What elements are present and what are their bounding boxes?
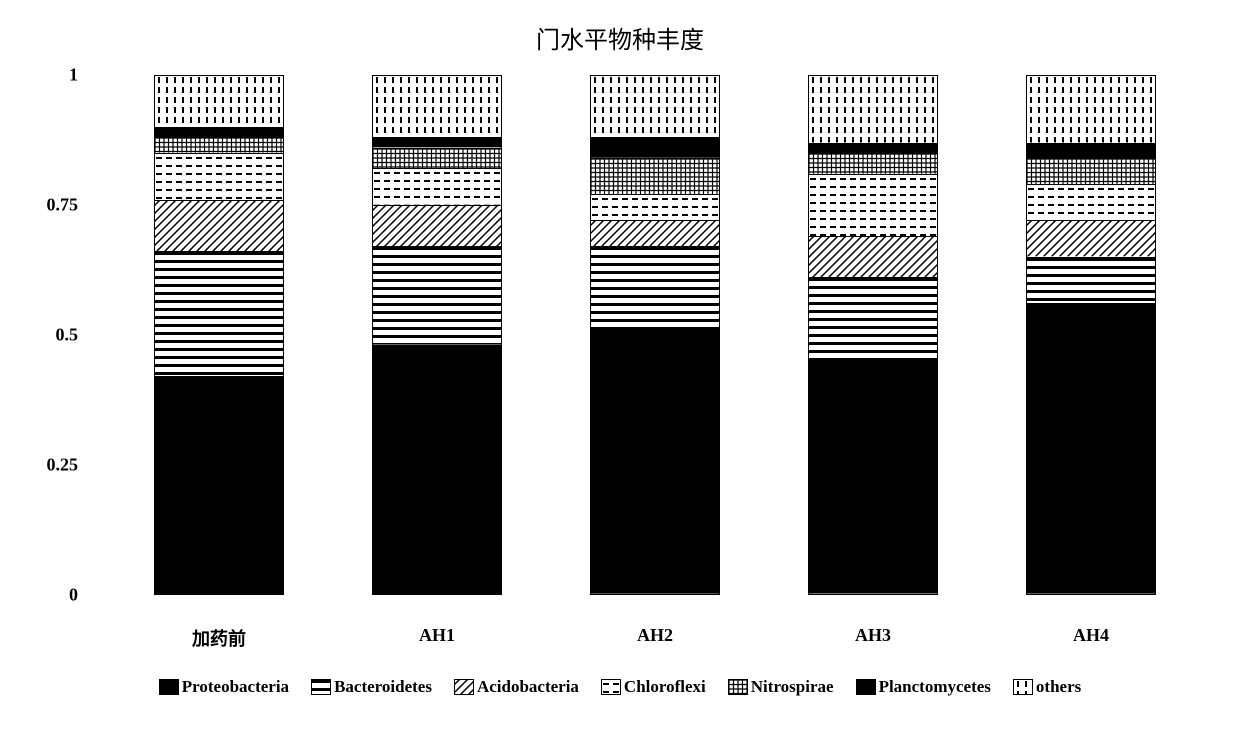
bar-segment-bacteroidetes: [1027, 258, 1155, 305]
legend-label: Bacteroidetes: [334, 677, 432, 697]
legend-swatch: [728, 679, 748, 695]
bar-segment-proteobacteria: [1027, 304, 1155, 595]
bar-segment-others: [155, 76, 283, 128]
bar-segment-bacteroidetes: [809, 278, 937, 361]
y-tick-label: 0.75: [47, 195, 79, 216]
chart-title: 门水平物种丰度: [20, 20, 1220, 55]
bar-segment-others: [373, 76, 501, 138]
legend-item-planctomycetes: Planctomycetes: [856, 677, 991, 697]
bar-segment-proteobacteria: [809, 361, 937, 595]
legend-swatch: [159, 679, 179, 695]
x-tick-label: AH3: [764, 615, 982, 651]
bar-segment-chloroflexi: [373, 169, 501, 205]
bar-segment-proteobacteria: [373, 346, 501, 595]
bar-segment-bacteroidetes: [373, 247, 501, 346]
chart-container: 门水平物种丰度 0 0.25 0.5 0.75 1 加药前AH1AH2AH3AH4 Pr…: [20, 20, 1220, 697]
bar-segment-chloroflexi: [155, 154, 283, 201]
bar-segment-others: [591, 76, 719, 138]
x-tick-label: AH4: [982, 615, 1200, 651]
stacked-bar: [154, 75, 284, 595]
bar-segment-others: [1027, 76, 1155, 143]
bar-segment-chloroflexi: [591, 195, 719, 221]
legend-item-nitrospirae: Nitrospirae: [728, 677, 834, 697]
bar-segment-others: [809, 76, 937, 143]
y-tick-label: 0.25: [47, 455, 79, 476]
legend-swatch: [601, 679, 621, 695]
stacked-bar: [590, 75, 720, 595]
legend-label: Proteobacteria: [182, 677, 289, 697]
bar-segment-nitrospirae: [809, 154, 937, 175]
bar-column: [546, 75, 764, 595]
bar-segment-nitrospirae: [373, 149, 501, 170]
bar-segment-planctomycetes: [809, 144, 937, 154]
x-tick-label: AH2: [546, 615, 764, 651]
bar-column: [764, 75, 982, 595]
y-tick-label: 0: [69, 585, 78, 606]
x-tick-label: 加药前: [110, 615, 328, 651]
legend-item-others: others: [1013, 677, 1081, 697]
legend-item-acidobacteria: Acidobacteria: [454, 677, 579, 697]
bar-segment-proteobacteria: [155, 377, 283, 595]
bar-segment-nitrospirae: [591, 159, 719, 195]
y-tick-label: 0.5: [56, 325, 79, 346]
legend-swatch: [454, 679, 474, 695]
bar-segment-nitrospirae: [1027, 159, 1155, 185]
stacked-bar: [808, 75, 938, 595]
bar-segment-acidobacteria: [373, 206, 501, 248]
legend-swatch: [856, 679, 876, 695]
bar-segment-planctomycetes: [1027, 144, 1155, 160]
bar-segment-acidobacteria: [809, 237, 937, 279]
y-tick-label: 1: [69, 65, 78, 86]
bar-segment-bacteroidetes: [155, 252, 283, 377]
bar-segment-planctomycetes: [155, 128, 283, 138]
legend-swatch: [311, 679, 331, 695]
bar-segment-planctomycetes: [373, 138, 501, 148]
bar-segment-nitrospirae: [155, 138, 283, 154]
legend-label: Planctomycetes: [879, 677, 991, 697]
bar-segment-acidobacteria: [155, 201, 283, 253]
bar-segment-planctomycetes: [591, 138, 719, 159]
legend-item-bacteroidetes: Bacteroidetes: [311, 677, 432, 697]
bars-region: [90, 75, 1220, 595]
plot-area: 00.250.50.751: [20, 75, 1220, 615]
bar-column: [110, 75, 328, 595]
bar-segment-acidobacteria: [591, 221, 719, 247]
legend-item-proteobacteria: Proteobacteria: [159, 677, 289, 697]
stacked-bar: [372, 75, 502, 595]
bar-column: [982, 75, 1200, 595]
bar-segment-chloroflexi: [1027, 185, 1155, 221]
bar-segment-proteobacteria: [591, 330, 719, 595]
bar-column: [328, 75, 546, 595]
y-axis: 00.250.50.751: [20, 75, 90, 595]
x-axis-labels: 加药前AH1AH2AH3AH4: [90, 615, 1220, 651]
bar-segment-bacteroidetes: [591, 247, 719, 330]
bar-segment-chloroflexi: [809, 175, 937, 237]
legend-item-chloroflexi: Chloroflexi: [601, 677, 706, 697]
legend-label: Nitrospirae: [751, 677, 834, 697]
stacked-bar: [1026, 75, 1156, 595]
x-tick-label: AH1: [328, 615, 546, 651]
legend-label: others: [1036, 677, 1081, 697]
legend-label: Chloroflexi: [624, 677, 706, 697]
legend-label: Acidobacteria: [477, 677, 579, 697]
legend-swatch: [1013, 679, 1033, 695]
legend: Proteobacteria Bacteroidetes Acidobacteria…: [20, 677, 1220, 697]
bar-segment-acidobacteria: [1027, 221, 1155, 257]
